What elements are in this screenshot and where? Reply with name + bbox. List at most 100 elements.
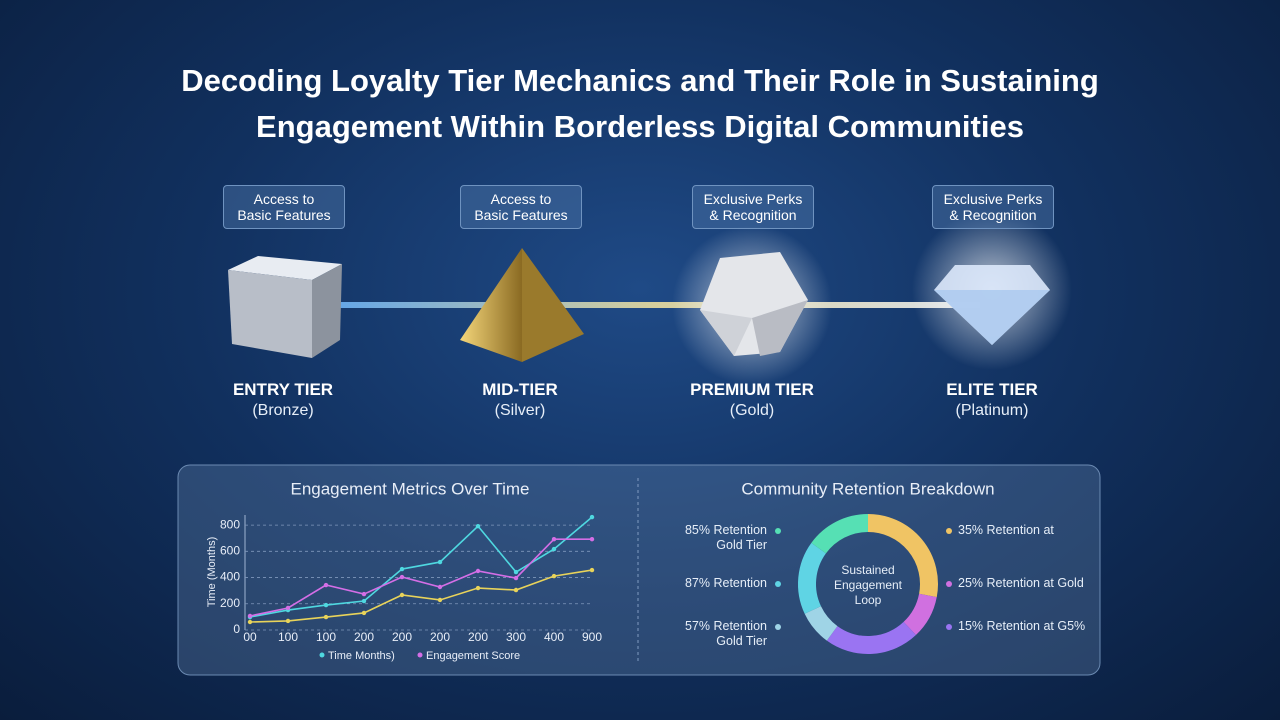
data-point [399, 592, 405, 598]
badge-line: Basic Features [474, 207, 568, 223]
legend-label: 85% Retention Gold Tier [684, 523, 767, 552]
legend-swatch [319, 652, 325, 658]
data-point [589, 514, 595, 520]
y-tick-label: 800 [220, 517, 240, 531]
tier-badge: Exclusive Perks & Recognition [692, 185, 814, 229]
data-point [399, 574, 405, 580]
tier-level: (Platinum) [955, 402, 1029, 419]
data-point [361, 610, 367, 616]
legend-label: Engagement Score [426, 650, 520, 662]
tier-name: MID-TIER [482, 380, 558, 399]
badge-line: Access to [253, 191, 315, 207]
chart-title: Engagement Metrics Over Time [290, 479, 529, 498]
series-line [249, 516, 593, 618]
data-point [475, 585, 481, 591]
cube [228, 256, 342, 358]
data-point [399, 566, 405, 572]
tier-name: ENTRY TIER [232, 380, 334, 399]
donut-segment [867, 514, 938, 598]
data-point [513, 569, 519, 575]
gem [700, 252, 808, 356]
data-point [551, 536, 557, 542]
x-tick-label: 00 [243, 630, 257, 644]
data-point [513, 575, 519, 581]
legend-swatch [946, 581, 952, 587]
data-point [437, 597, 443, 603]
data-point [285, 605, 291, 611]
data-point [513, 587, 519, 593]
data-point [475, 523, 481, 529]
pyramid [460, 248, 584, 362]
donut-segment [826, 621, 916, 654]
data-point [551, 546, 557, 552]
legend-swatch [946, 528, 952, 534]
data-point [247, 613, 253, 619]
x-tick-label: 100 [316, 630, 336, 644]
x-tick-label: 300 [506, 630, 526, 644]
tier-badge: Access to Basic Features [223, 185, 345, 229]
x-tick-label: 200 [354, 630, 374, 644]
data-point [361, 591, 367, 597]
data-point [589, 567, 595, 573]
legend-label: 25% Retention at Gold [958, 576, 1084, 590]
badge-line: Exclusive Perks [703, 191, 803, 207]
tier-level: (Silver) [494, 402, 546, 419]
donut-segment [811, 514, 869, 554]
y-tick-label: 0 [233, 622, 240, 636]
legend-swatch [775, 624, 781, 630]
y-tick-label: 200 [220, 596, 240, 610]
legend-swatch [946, 624, 952, 630]
badge-line: & Recognition [949, 207, 1037, 223]
tier-name: ELITE TIER [946, 380, 1038, 399]
data-point [247, 619, 253, 625]
data-point [323, 602, 329, 608]
y-axis-label: Time (Months) [206, 537, 218, 608]
data-point [323, 582, 329, 588]
series-line [249, 538, 592, 617]
x-tick-label: 100 [278, 630, 298, 644]
tier-badge: Exclusive Perks & Recognition [932, 185, 1054, 229]
legend-label: 57% Retention Gold Tier [684, 619, 767, 648]
donut-segment [798, 542, 827, 614]
donut-segment [804, 605, 838, 641]
chart-title: Community Retention Breakdown [741, 479, 994, 498]
x-tick-label: 200 [430, 630, 450, 644]
legend-label: 15% Retention at G5% [958, 619, 1086, 633]
tier-level: (Bronze) [252, 402, 314, 419]
x-tick-label: 200 [468, 630, 488, 644]
tier-level: (Gold) [729, 402, 775, 419]
x-tick-label: 200 [392, 630, 412, 644]
series-line [249, 569, 593, 623]
data-point [437, 559, 443, 565]
tier-name: PREMIUM TIER [690, 380, 814, 399]
page-title: Decoding Loyalty Tier Mechanics and Thei… [181, 63, 1099, 144]
y-tick-label: 600 [220, 544, 240, 558]
badge-line: Access to [490, 191, 552, 207]
legend-label: Time Months) [328, 650, 395, 662]
data-point [551, 573, 557, 579]
donut-center-label: Sustained Engagement Loop [833, 563, 903, 607]
badge-line: Basic Features [237, 207, 331, 223]
legend-label: 35% Retention at [958, 523, 1054, 537]
x-tick-label: 400 [544, 630, 564, 644]
tier-badge: Access to Basic Features [460, 185, 582, 229]
badge-line: & Recognition [709, 207, 797, 223]
legend-swatch [417, 652, 423, 658]
x-tick-label: 900 [582, 630, 602, 644]
legend-swatch [775, 581, 781, 587]
data-point [589, 536, 595, 542]
donut-segment [903, 593, 937, 636]
legend-swatch [775, 528, 781, 534]
data-point [361, 598, 367, 604]
data-point [323, 614, 329, 620]
data-point [285, 618, 291, 624]
legend-label: 87% Retention [684, 576, 767, 590]
beam [330, 302, 980, 308]
diamond [934, 265, 1050, 345]
badge-line: Exclusive Perks [943, 191, 1043, 207]
data-point [475, 568, 481, 574]
data-point [437, 584, 443, 590]
y-tick-label: 400 [220, 570, 240, 584]
